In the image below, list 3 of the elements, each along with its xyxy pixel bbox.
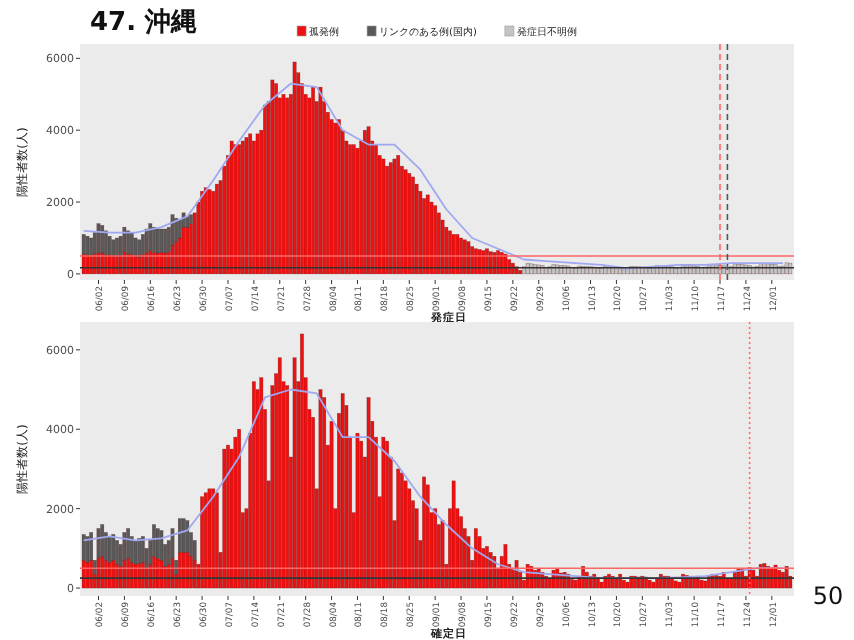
text: 50 xyxy=(812,582,844,610)
chart-title: 47. 沖縄 xyxy=(90,8,198,38)
line-series xyxy=(82,82,784,270)
